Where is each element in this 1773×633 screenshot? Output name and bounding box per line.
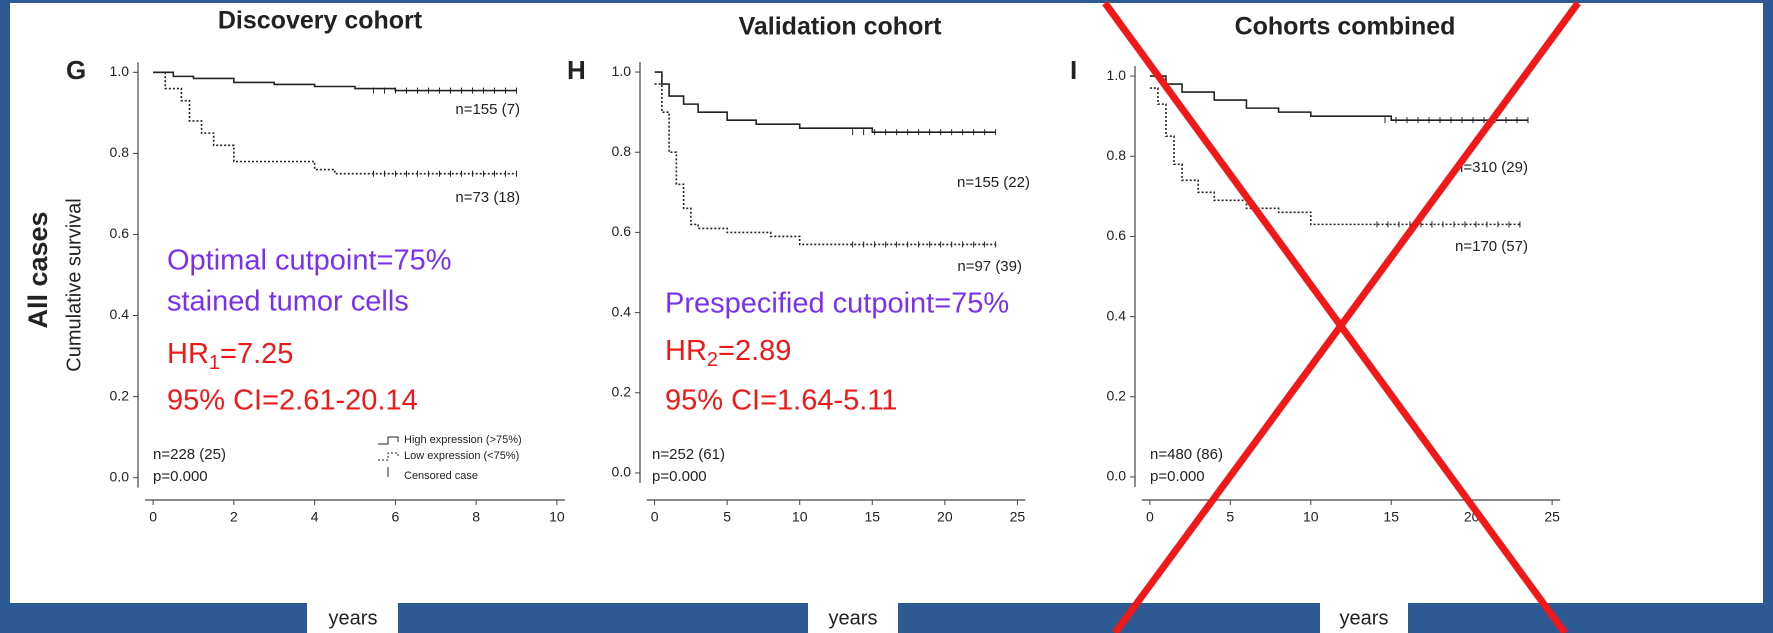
y-tick-label: 0.0 (110, 468, 130, 484)
panel-letter: I (1070, 55, 1077, 85)
y-tick-label: 0.4 (1107, 307, 1127, 323)
y-tick-label: 0.4 (612, 303, 632, 319)
label-box (808, 603, 898, 633)
legend-label: High expression (>75%) (404, 434, 522, 446)
y-tick-label: 1.0 (110, 63, 130, 79)
y-tick-label: 0.2 (612, 383, 632, 399)
x-tick-label: 0 (1146, 509, 1154, 525)
hr-subscript: 2 (707, 349, 718, 371)
y-tick-label: 1.0 (1107, 67, 1127, 83)
legend-label: Censored case (404, 470, 478, 482)
x-axis-label: years (1340, 607, 1389, 629)
total-label: n=252 (61) (652, 446, 725, 463)
y-tick-label: 0.8 (612, 143, 632, 159)
y-tick-label: 0.2 (110, 387, 130, 403)
cross-out (1102, 0, 1568, 633)
charts: 0.00.20.40.60.81.00 2 4 6 8 10n=155 (7)n=73 (… (23, 7, 1561, 629)
x-tick-label: 8 (472, 509, 480, 525)
x-tick-label: 4 (311, 509, 319, 525)
confidence-interval: 95% CI=1.64-5.11 (665, 385, 897, 417)
panel-letter: H (567, 55, 586, 85)
y-tick-label: 0.6 (1107, 227, 1127, 243)
label-box (1320, 603, 1408, 633)
n-label: n=97 (39) (957, 258, 1022, 275)
survival-curve (654, 83, 996, 246)
survival-curve (1149, 87, 1520, 226)
y-tick-label: 0.2 (1107, 387, 1127, 403)
x-tick-label: 5 (723, 509, 731, 525)
y-tick-label: 0.4 (110, 306, 130, 322)
n-label: n=73 (18) (455, 189, 520, 206)
confidence-interval: 95% CI=2.61-20.14 (167, 385, 418, 417)
p-label: p=0.000 (153, 468, 208, 485)
x-tick-label: 15 (864, 509, 880, 525)
survival-curve (153, 71, 517, 175)
cutpoint-note: Prespecified cutpoint=75% (665, 288, 1009, 320)
hazard-ratio: HR2=2.89 (665, 335, 791, 372)
y-tick-label: 1.0 (612, 63, 632, 79)
label-box (307, 603, 398, 633)
cutpoint-note: stained tumor cells (167, 286, 409, 318)
chart-title: Validation cohort (739, 13, 942, 41)
legend-label: Low expression (<75%) (404, 450, 519, 462)
n-label: n=310 (29) (1455, 159, 1528, 176)
chart: 0.00.20.40.60.81.00 5 10 15 20 25n=310 (29)n=… (1070, 13, 1561, 525)
hr-value: =7.25 (220, 338, 293, 370)
n-label: n=170 (57) (1455, 238, 1528, 255)
survival-curve (153, 71, 517, 92)
x-tick-label: 15 (1383, 509, 1399, 525)
total-label: n=228 (25) (153, 446, 226, 463)
y-axis-label: Cumulative survival (63, 198, 85, 371)
x-axis-label: years (829, 607, 878, 629)
p-label: p=0.000 (652, 468, 707, 485)
survival-curve (1149, 75, 1528, 121)
hr-label: HR (167, 338, 209, 370)
total-label: n=480 (86) (1150, 446, 1223, 463)
cross-out (1112, 0, 1581, 633)
x-tick-label: 2 (230, 509, 238, 525)
x-tick-label: 10 (549, 509, 565, 525)
survival-curve (654, 71, 996, 133)
chart-title: Cohorts combined (1235, 13, 1456, 41)
x-tick-label: 10 (1303, 509, 1319, 525)
y-tick-label: 0.0 (612, 464, 632, 480)
row-label: All cases (23, 211, 53, 328)
x-tick-label: 0 (651, 509, 659, 525)
x-tick-label: 25 (1544, 509, 1560, 525)
x-tick-label: 20 (937, 509, 953, 525)
hr-value: =2.89 (718, 335, 791, 367)
x-tick-label: 25 (1010, 509, 1026, 525)
y-tick-label: 0.6 (110, 225, 130, 241)
y-tick-label: 0.8 (1107, 147, 1127, 163)
hr-subscript: 1 (209, 352, 220, 374)
chart-title: Discovery cohort (218, 7, 423, 35)
x-axis-label: years (329, 607, 378, 629)
y-tick-label: 0.0 (1107, 468, 1127, 484)
y-tick-label: 0.6 (612, 223, 632, 239)
hazard-ratio: HR1=7.25 (167, 338, 293, 375)
x-tick-label: 10 (792, 509, 808, 525)
hr-label: HR (665, 335, 707, 367)
n-label: n=155 (22) (957, 174, 1030, 191)
p-label: p=0.000 (1150, 468, 1205, 485)
legend-swatch (378, 436, 399, 445)
x-tick-label: 6 (391, 509, 399, 525)
n-label: n=155 (7) (455, 101, 520, 118)
x-tick-label: 0 (149, 509, 157, 525)
chart: 0.0 0.2 0.4 0.6 0.8 1.0 0 5 10 15 20 25 n=155 (22) n=… (567, 13, 1030, 525)
y-tick-label: 0.8 (110, 144, 130, 160)
cutpoint-note: Optimal cutpoint=75% (167, 245, 452, 277)
chart: 0.0 0.2 0.4 0.6 0.8 1.0 0 2 4 6 8 10 n=155 (7) n=73 (… (23, 7, 565, 525)
panel-letter: G (66, 55, 86, 85)
legend-swatch (378, 452, 399, 461)
x-tick-label: 5 (1226, 509, 1234, 525)
